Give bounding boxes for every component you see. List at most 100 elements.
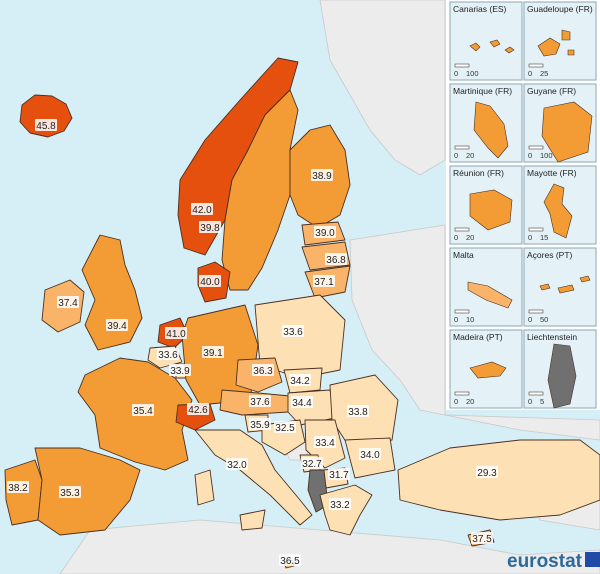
scale-min: 0 (454, 151, 458, 160)
scale-max: 100 (540, 151, 553, 160)
value-label-romania: 33.8 (347, 405, 369, 418)
value-label-belgium: 33.6 (157, 348, 179, 361)
scale-max: 100 (466, 69, 479, 78)
value-text: 45.8 (36, 121, 56, 132)
value-text: 35.3 (60, 488, 80, 499)
value-text: 34.4 (292, 398, 312, 409)
inset-canarias-es: Canarias (ES) 0 100 (449, 1, 523, 81)
value-label-spain: 35.3 (59, 486, 81, 499)
eurostat-logo: eurostat (507, 551, 600, 572)
value-labels: 45.8 42.0 39.8 38.9 39.0 36.8 37.1 40.0 37.4 39.4… (7, 119, 498, 567)
value-label-iceland: 45.8 (35, 119, 57, 132)
value-label-serbia: 33.4 (314, 436, 336, 449)
value-text: 33.9 (170, 366, 190, 377)
value-label-austria: 37.6 (249, 395, 271, 408)
value-text: 35.4 (133, 406, 153, 417)
inset-region-shape (469, 189, 513, 231)
inset-region-shape (469, 39, 515, 54)
value-text: 31.7 (329, 470, 349, 481)
value-text: 33.6 (283, 327, 303, 338)
value-label-lithuania: 37.1 (313, 275, 335, 288)
value-text: 37.6 (250, 397, 270, 408)
scale-bar (454, 309, 470, 314)
inset-a-ores-pt: Açores (PT) 0 50 (523, 247, 597, 327)
inset-region-shape (539, 275, 591, 294)
inset-title: Malta (453, 250, 474, 260)
scale-max: 20 (466, 151, 474, 160)
value-label-luxembourg: 33.9 (169, 364, 191, 377)
inset-liechtenstein: Liechtenstein 0 5 (523, 329, 597, 409)
value-text: 37.1 (314, 277, 334, 288)
value-text: 38.2 (8, 483, 28, 494)
inset-title: Canarias (ES) (453, 4, 507, 14)
inset-region-shape (473, 101, 509, 159)
value-label-sweden: 42.0 (191, 203, 213, 216)
region-turkey (397, 439, 600, 521)
value-text: 42.6 (188, 405, 208, 416)
scale-min: 0 (528, 397, 532, 406)
inset-title: Liechtenstein (527, 332, 577, 342)
value-text: 29.3 (477, 468, 497, 479)
value-label-poland: 33.6 (282, 325, 304, 338)
value-text: 32.7 (302, 459, 322, 470)
value-label-turkey: 29.3 (476, 466, 498, 479)
value-label-portugal: 38.2 (7, 481, 29, 494)
value-label-france: 35.4 (132, 404, 154, 417)
value-label-montenegro: 32.7 (301, 457, 323, 470)
value-label-bulgaria: 34.0 (359, 448, 381, 461)
scale-bar (528, 145, 544, 150)
scale-bar (528, 63, 544, 68)
value-label-denmark: 40.0 (199, 275, 221, 288)
scale-bar (528, 227, 544, 232)
value-label-slovenia: 35.9 (249, 418, 271, 431)
scale-min: 0 (454, 233, 458, 242)
scale-max: 25 (540, 69, 548, 78)
value-text: 32.5 (275, 423, 295, 434)
value-label-germany: 39.1 (202, 346, 224, 359)
value-text: 39.1 (203, 348, 223, 359)
inset-region-shape (543, 183, 573, 239)
scale-bar (454, 63, 470, 68)
scale-min: 0 (528, 315, 532, 324)
scale-bar (454, 391, 470, 396)
scale-bar (528, 309, 544, 314)
value-text: 33.4 (315, 438, 335, 449)
value-label-croatia: 32.5 (274, 421, 296, 434)
inset-region-shape (469, 361, 507, 379)
scale-min: 0 (454, 69, 458, 78)
inset-title: Réunion (FR) (453, 168, 504, 178)
inset-title: Madeira (PT) (453, 332, 503, 342)
inset-r-union-fr: Réunion (FR) 0 20 (449, 165, 523, 245)
value-label-switzerland: 42.6 (187, 403, 209, 416)
inset-region-shape (547, 343, 577, 409)
scale-min: 0 (528, 233, 532, 242)
value-text: 39.0 (315, 228, 335, 239)
value-text: 34.2 (290, 376, 310, 387)
inset-title: Guadeloupe (FR) (527, 4, 593, 14)
svg-text:eurostat: eurostat (507, 551, 583, 572)
value-label-norway: 39.8 (199, 221, 221, 234)
value-text: 40.0 (200, 277, 220, 288)
inset-region-shape (541, 101, 593, 163)
inset-title: Guyane (FR) (527, 86, 576, 96)
value-label-finland: 38.9 (311, 169, 333, 182)
value-text: 36.8 (326, 255, 346, 266)
inset-title: Martinique (FR) (453, 86, 512, 96)
value-text: 37.5 (472, 534, 492, 545)
scale-max: 50 (540, 315, 548, 324)
scale-max: 5 (540, 397, 544, 406)
value-label-netherlands: 41.0 (165, 327, 187, 340)
inset-guadeloupe-fr: Guadeloupe (FR) 0 25 (523, 1, 597, 81)
value-text: 35.9 (250, 420, 270, 431)
inset-mayotte-fr: Mayotte (FR) 0 15 (523, 165, 597, 245)
value-text: 33.6 (158, 350, 178, 361)
inset-malta: Malta 0 10 (449, 247, 523, 327)
scale-max: 10 (466, 315, 474, 324)
value-label-czechia: 36.3 (252, 364, 274, 377)
inset-madeira-pt: Madeira (PT) 0 20 (449, 329, 523, 409)
value-text: 36.5 (280, 556, 300, 567)
value-label-latvia: 36.8 (325, 253, 347, 266)
value-label-north-macedonia: 31.7 (328, 468, 350, 481)
